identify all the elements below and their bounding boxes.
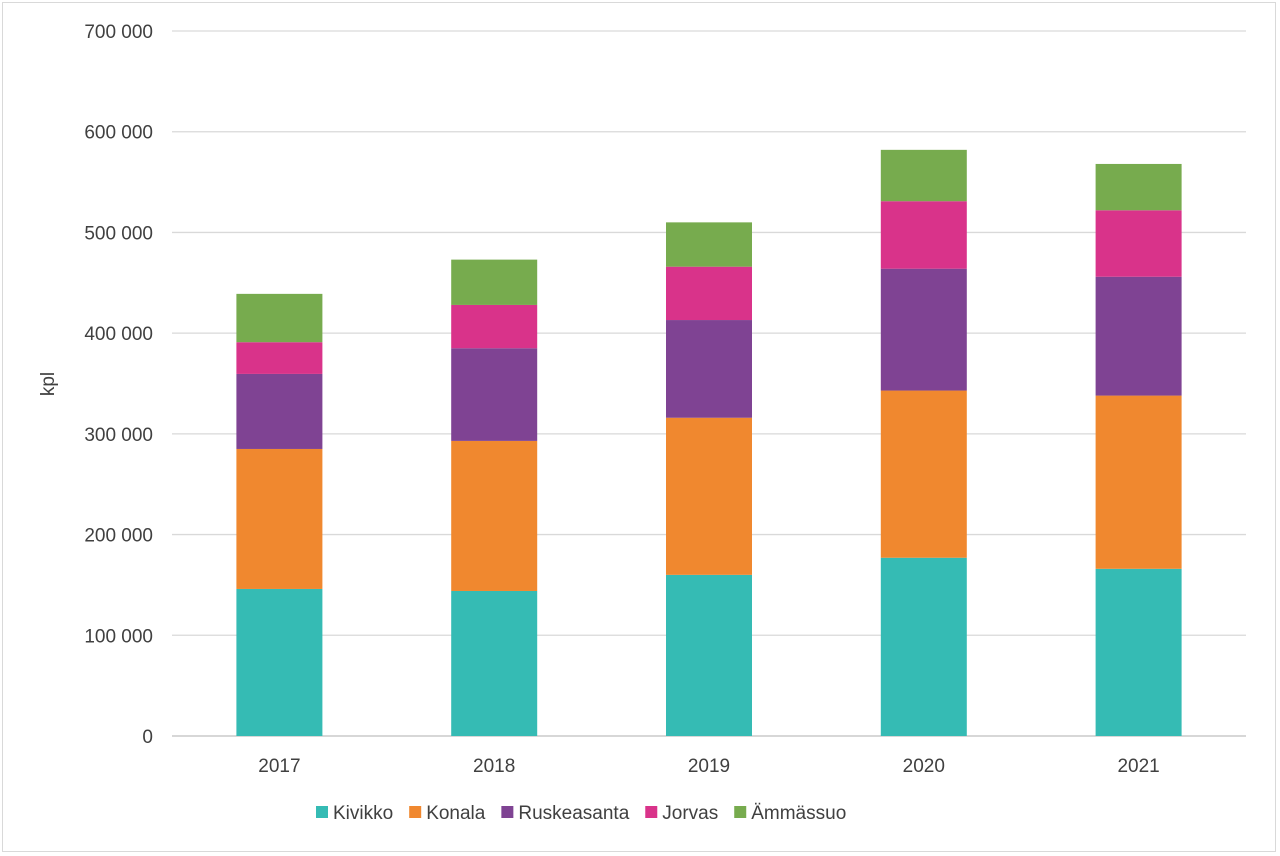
bars (236, 149, 1182, 736)
x-tick-label: 2020 (903, 756, 945, 777)
bar-segment-jorvas (666, 266, 752, 321)
bar-segment-konala (880, 390, 967, 558)
legend-swatch (409, 806, 422, 818)
legend-swatch (501, 806, 514, 818)
y-axis-label: kpl (38, 372, 59, 396)
bar-segment-jorvas (880, 201, 967, 269)
y-tick-label: 200 000 (84, 526, 153, 547)
legend-label: Ämmässuo (751, 803, 846, 824)
bar-segment-kivikko (236, 588, 323, 736)
x-tick-label: 2019 (688, 756, 730, 777)
bar-segment-konala (451, 440, 538, 591)
bar-segment-ämmässuo (451, 259, 538, 305)
bar-segment-jorvas (1095, 210, 1182, 277)
bar-segment-ruskeasanta (236, 373, 323, 449)
bar-segment-kivikko (451, 590, 538, 736)
bar-segment-ämmässuo (880, 149, 967, 202)
legend-swatch (645, 806, 658, 818)
bar-segment-jorvas (236, 342, 323, 374)
bar-segment-ämmässuo (1095, 163, 1182, 211)
y-tick-label: 300 000 (84, 425, 153, 446)
legend-label: Kivikko (333, 803, 393, 824)
y-tick-label: 400 000 (84, 324, 153, 345)
bar-segment-kivikko (666, 574, 752, 736)
y-tick-label: 600 000 (84, 123, 153, 144)
bar-segment-ruskeasanta (451, 348, 538, 441)
y-axis-ticks: 0 100 000 200 000 300 000 400 000 500 000 600 … (84, 22, 153, 748)
bar-segment-konala (1095, 395, 1182, 569)
y-tick-label: 0 (142, 727, 153, 748)
bar-segment-jorvas (451, 304, 538, 349)
legend-swatch (316, 806, 328, 818)
legend-label: Jorvas (662, 803, 718, 824)
bar-segment-ruskeasanta (1095, 276, 1182, 396)
bar-segment-konala (236, 448, 323, 589)
y-tick-label: 500 000 (84, 223, 153, 244)
legend-label: Ruskeasanta (518, 803, 629, 824)
bar-segment-ämmässuo (236, 293, 323, 343)
y-tick-label: 100 000 (84, 626, 153, 647)
x-tick-label: 2018 (473, 756, 515, 777)
legend-label: Konala (426, 803, 486, 824)
bar-segment-ämmässuo (666, 222, 752, 267)
x-axis-ticks: 2017 2018 2019 2020 2021 (258, 756, 1159, 777)
gridlines (172, 30, 1246, 737)
y-tick-label: 700 000 (84, 22, 153, 43)
bar-segment-ruskeasanta (666, 320, 752, 418)
x-tick-label: 2017 (258, 756, 300, 777)
x-tick-label: 2021 (1117, 756, 1159, 777)
bar-segment-ruskeasanta (880, 268, 967, 391)
legend: Kivikko Konala Ruskeasanta Jorvas Ämmässuo (316, 803, 846, 824)
legend-swatch (734, 806, 747, 818)
bar-segment-kivikko (880, 557, 967, 736)
bar-segment-kivikko (1095, 568, 1182, 736)
bar-segment-konala (666, 417, 752, 575)
